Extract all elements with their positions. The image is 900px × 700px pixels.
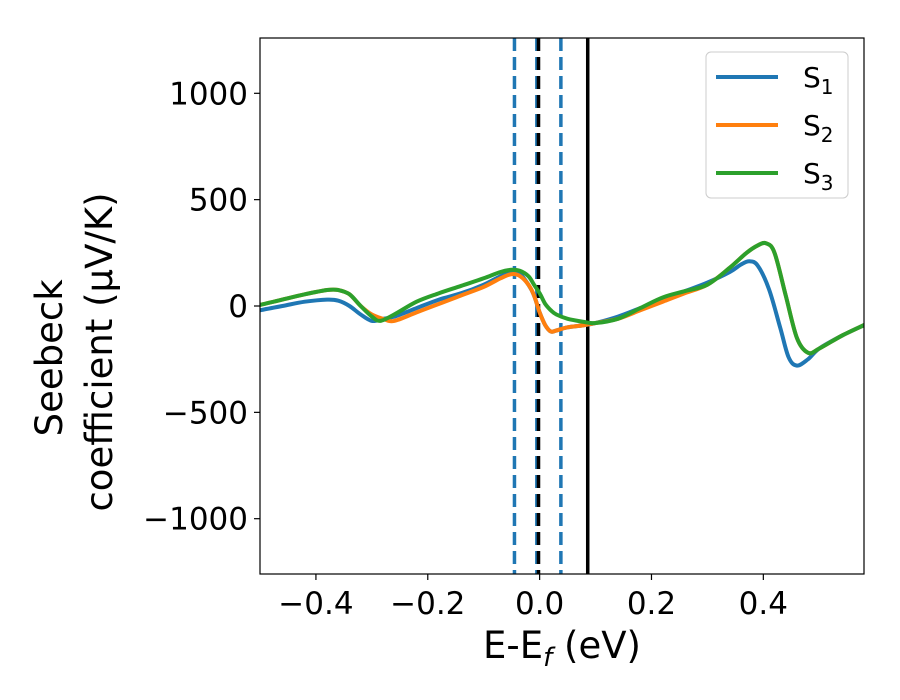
y-axis-label: Seebeck coefficient (μV/K): [28, 192, 121, 511]
y-tick-label: −500: [163, 395, 248, 431]
x-axis-ticks: −0.4 −0.2 0.0 0.2 0.4: [278, 574, 788, 622]
x-axis-label-unit: (eV): [552, 624, 641, 667]
y-tick-label: 1000: [169, 76, 248, 112]
x-tick-label: 0.2: [627, 586, 676, 622]
x-tick-label: −0.4: [278, 586, 353, 622]
y-tick-label: 500: [189, 183, 248, 219]
legend: S1 S2 S3: [705, 51, 849, 199]
series-lines: [260, 240, 864, 368]
legend-label-2: S2: [803, 109, 834, 147]
legend-label-1: S1: [803, 61, 834, 99]
y-axis-ticks: −1000 −500 0 500 1000: [143, 76, 260, 538]
x-tick-label: 0.4: [739, 586, 788, 622]
legend-label-3: S3: [803, 157, 834, 195]
x-tick-label: −0.2: [390, 586, 465, 622]
y-axis-label-line2: coefficient (μV/K): [78, 192, 121, 511]
series-line-3: [260, 240, 864, 356]
x-axis-label: E-Ef (eV): [483, 624, 641, 673]
y-axis-label-line1: Seebeck: [28, 279, 71, 437]
vertical-reference-lines: [512, 38, 590, 574]
y-tick-label: −1000: [143, 502, 248, 538]
x-axis-label-base: E-E: [483, 624, 543, 667]
x-tick-label: 0.0: [515, 586, 564, 622]
y-tick-label: 0: [228, 289, 248, 325]
